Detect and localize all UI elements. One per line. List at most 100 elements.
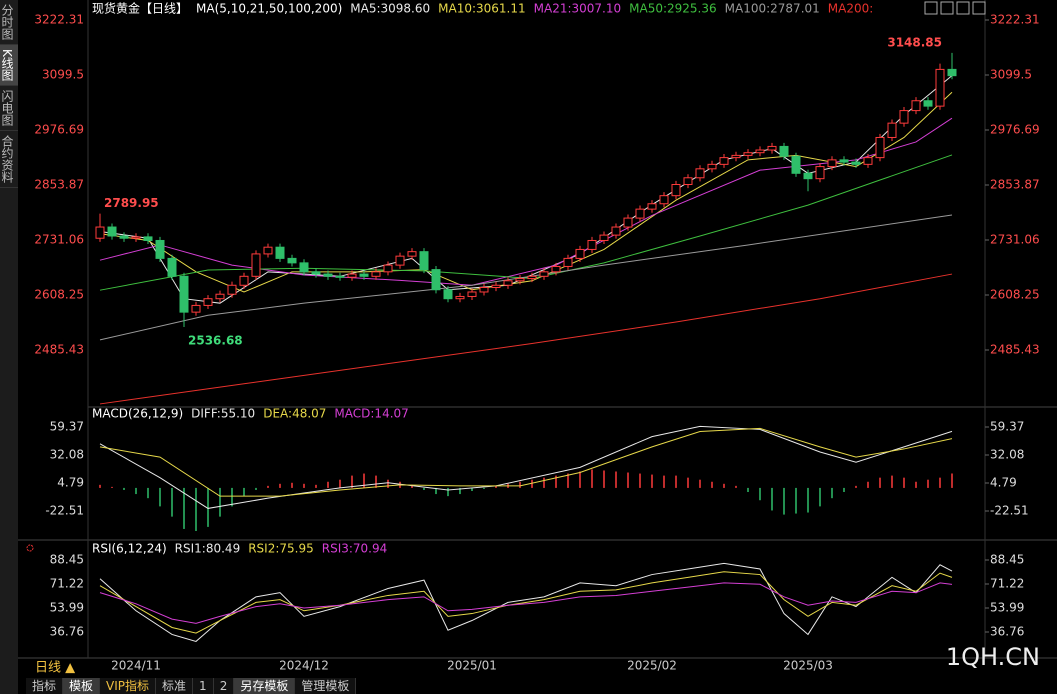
candle-body <box>731 154 741 159</box>
legend-item: RSI2:75.95 <box>248 542 314 556</box>
period-label[interactable]: 日线 ▲ <box>35 661 75 676</box>
legend-item: DIFF:55.10 <box>191 407 255 421</box>
ma-line <box>99 117 953 286</box>
candle-body <box>371 271 381 277</box>
candle-body <box>911 100 921 112</box>
y-tick-label: 3222.31 <box>990 12 1040 26</box>
x-tick-label: 2025/02 <box>627 659 677 673</box>
tab[interactable]: 另存模板 <box>234 678 296 694</box>
settings-icon[interactable] <box>26 544 34 552</box>
tab[interactable]: 模板 <box>63 678 101 694</box>
candle-body <box>719 157 729 165</box>
candle-body <box>119 235 129 239</box>
tab[interactable]: 指标 <box>26 678 64 694</box>
x-tick-label: 2024/12 <box>279 659 329 673</box>
y-tick-label: 2853.87 <box>34 178 84 192</box>
candle-body <box>635 208 645 219</box>
y-tick-label: -22.51 <box>45 504 84 518</box>
candle-body <box>503 280 513 286</box>
candle-body <box>179 275 189 313</box>
annotation: 2536.68 <box>188 334 243 348</box>
candle-body <box>851 161 861 165</box>
candle-body <box>803 172 813 180</box>
y-tick-label: 2731.06 <box>990 233 1040 247</box>
legend-item: MACD:14.07 <box>334 407 408 421</box>
y-tick-label: 2976.69 <box>990 122 1040 136</box>
rsi-line <box>99 562 953 642</box>
candle-body <box>311 271 321 275</box>
candle-body <box>431 269 441 291</box>
y-tick-label: 53.99 <box>990 600 1024 614</box>
side-tab[interactable]: 合约资料 <box>0 131 18 188</box>
candle-body <box>707 163 717 170</box>
legend-item: RSI1:80.49 <box>175 542 241 556</box>
candle-body <box>899 110 909 124</box>
ma-line <box>99 214 953 341</box>
annotation: 2789.95 <box>104 196 159 210</box>
y-tick-label: 2485.43 <box>34 343 84 357</box>
side-tab[interactable]: 闪电图 <box>0 86 18 131</box>
candle-body <box>947 68 957 77</box>
legend-item: MA(5,10,21,50,100,200) <box>196 2 342 16</box>
icon[interactable] <box>972 1 986 15</box>
candle-body <box>239 275 249 286</box>
side-tab[interactable]: 分时图 <box>0 0 18 45</box>
candle-body <box>923 100 933 107</box>
candle-body <box>767 145 777 151</box>
x-tick-label: 2025/01 <box>447 659 497 673</box>
y-tick-label: 2485.43 <box>990 343 1040 357</box>
candle-body <box>155 239 165 259</box>
candle-body <box>515 278 525 282</box>
icon[interactable] <box>940 1 954 15</box>
candle-body <box>395 255 405 266</box>
tab[interactable]: 2 <box>213 678 235 694</box>
y-tick-label: 36.76 <box>50 625 84 639</box>
candle-body <box>539 271 549 277</box>
y-tick-label: 3222.31 <box>34 12 84 26</box>
legend-item: MA10:3061.11 <box>438 2 526 16</box>
y-tick-label: 4.79 <box>990 475 1017 489</box>
candle-body <box>527 275 537 280</box>
ma-line <box>99 91 953 293</box>
candle-body <box>611 226 621 236</box>
candle-body <box>287 257 297 264</box>
candle-body <box>203 298 213 306</box>
y-tick-label: 71.22 <box>990 576 1024 590</box>
candle-body <box>779 145 789 157</box>
candle-body <box>455 295 465 300</box>
candle-body <box>251 253 261 277</box>
candle-body <box>263 246 273 255</box>
legend-item: DEA:48.07 <box>263 407 326 421</box>
rsi-line <box>99 582 953 624</box>
candle-body <box>419 251 429 271</box>
icon[interactable] <box>956 1 970 15</box>
y-tick-label: 4.79 <box>57 475 84 489</box>
sidebar: 分时图 K线图 闪电图 合约资料 <box>0 0 18 694</box>
legend-item: RSI3:70.94 <box>322 542 388 556</box>
candle-body <box>659 195 669 205</box>
toolbar-icons[interactable] <box>924 1 986 15</box>
candle-body <box>683 177 693 185</box>
y-tick-label: -22.51 <box>990 504 1029 518</box>
candle-body <box>491 284 501 289</box>
icon[interactable] <box>924 1 938 15</box>
candle-body <box>467 291 477 297</box>
candle-body <box>95 226 105 239</box>
candle-body <box>791 155 801 174</box>
tab[interactable]: 标准 <box>156 678 194 694</box>
tab[interactable]: VIP指标 <box>100 678 157 694</box>
y-tick-label: 2608.25 <box>990 288 1040 302</box>
candle-body <box>107 226 117 237</box>
y-tick-label: 2853.87 <box>990 178 1040 192</box>
candle-body <box>599 234 609 241</box>
side-tab[interactable]: K线图 <box>0 45 18 86</box>
ma-line <box>99 273 953 405</box>
y-tick-label: 71.22 <box>50 576 84 590</box>
tab[interactable]: 1 <box>193 678 214 694</box>
tab[interactable]: 管理模板 <box>295 678 357 694</box>
candle-body <box>623 217 633 228</box>
y-tick-label: 3099.5 <box>42 67 84 81</box>
y-tick-label: 32.08 <box>990 448 1024 462</box>
